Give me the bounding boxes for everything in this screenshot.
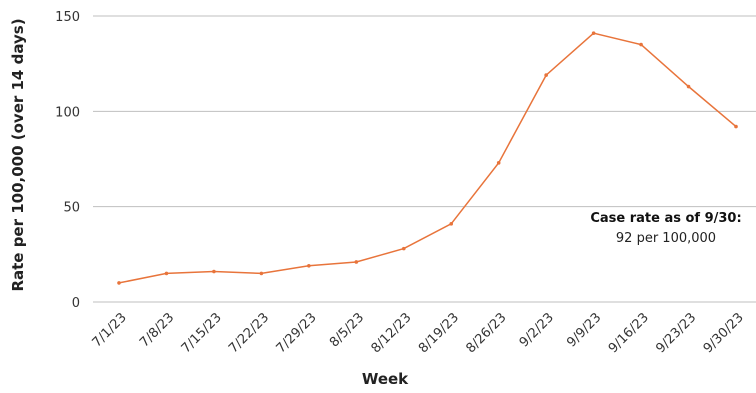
data-point xyxy=(686,84,691,89)
annotation-text: 92 per 100,000 xyxy=(616,231,716,246)
data-point xyxy=(259,271,264,276)
y-tick-label: 0 xyxy=(72,296,80,311)
x-tick-label: 8/5/23 xyxy=(327,310,367,350)
gridlines xyxy=(93,15,756,303)
data-point xyxy=(449,222,454,226)
data-point xyxy=(164,271,169,276)
x-tick-label: 8/19/23 xyxy=(416,310,462,356)
data-point xyxy=(591,31,596,35)
y-axis-ticks: 0 50 100 150 xyxy=(55,10,80,311)
data-point xyxy=(117,281,121,285)
x-tick-label: 7/1/23 xyxy=(90,310,130,350)
annotation-title: Case rate as of 9/30: xyxy=(590,211,741,226)
data-point xyxy=(307,263,311,268)
x-tick-label: 9/2/23 xyxy=(517,310,557,350)
y-tick-label: 150 xyxy=(55,10,80,25)
data-point xyxy=(354,260,359,264)
x-tick-label: 7/29/23 xyxy=(274,310,320,356)
x-tick-label: 7/8/23 xyxy=(137,310,177,350)
x-tick-label: 9/30/23 xyxy=(701,310,747,356)
y-tick-label: 50 xyxy=(63,201,80,216)
x-tick-label: 8/26/23 xyxy=(463,310,509,356)
data-point xyxy=(544,73,548,77)
x-tick-label: 7/15/23 xyxy=(179,310,225,356)
data-point xyxy=(212,269,216,274)
x-tick-label: 9/16/23 xyxy=(606,310,652,356)
x-tick-label: 8/12/23 xyxy=(369,310,415,356)
data-point xyxy=(734,124,738,129)
x-tick-label: 9/23/23 xyxy=(653,310,699,356)
case-rate-line xyxy=(118,32,737,284)
y-tick-label: 100 xyxy=(55,105,80,120)
data-points xyxy=(117,31,738,285)
data-point xyxy=(401,246,406,251)
x-tick-label: 7/22/23 xyxy=(226,310,272,356)
data-point xyxy=(496,161,501,165)
y-axis-title: Rate per 100,000 (over 14 days) xyxy=(9,18,27,291)
x-axis-ticks: 7/1/23 7/8/23 7/15/23 7/22/23 7/29/23 8/5/23 8… xyxy=(90,310,747,356)
x-tick-label: 9/9/23 xyxy=(564,310,604,350)
x-axis-title: Week xyxy=(362,370,409,388)
data-point xyxy=(639,42,643,47)
